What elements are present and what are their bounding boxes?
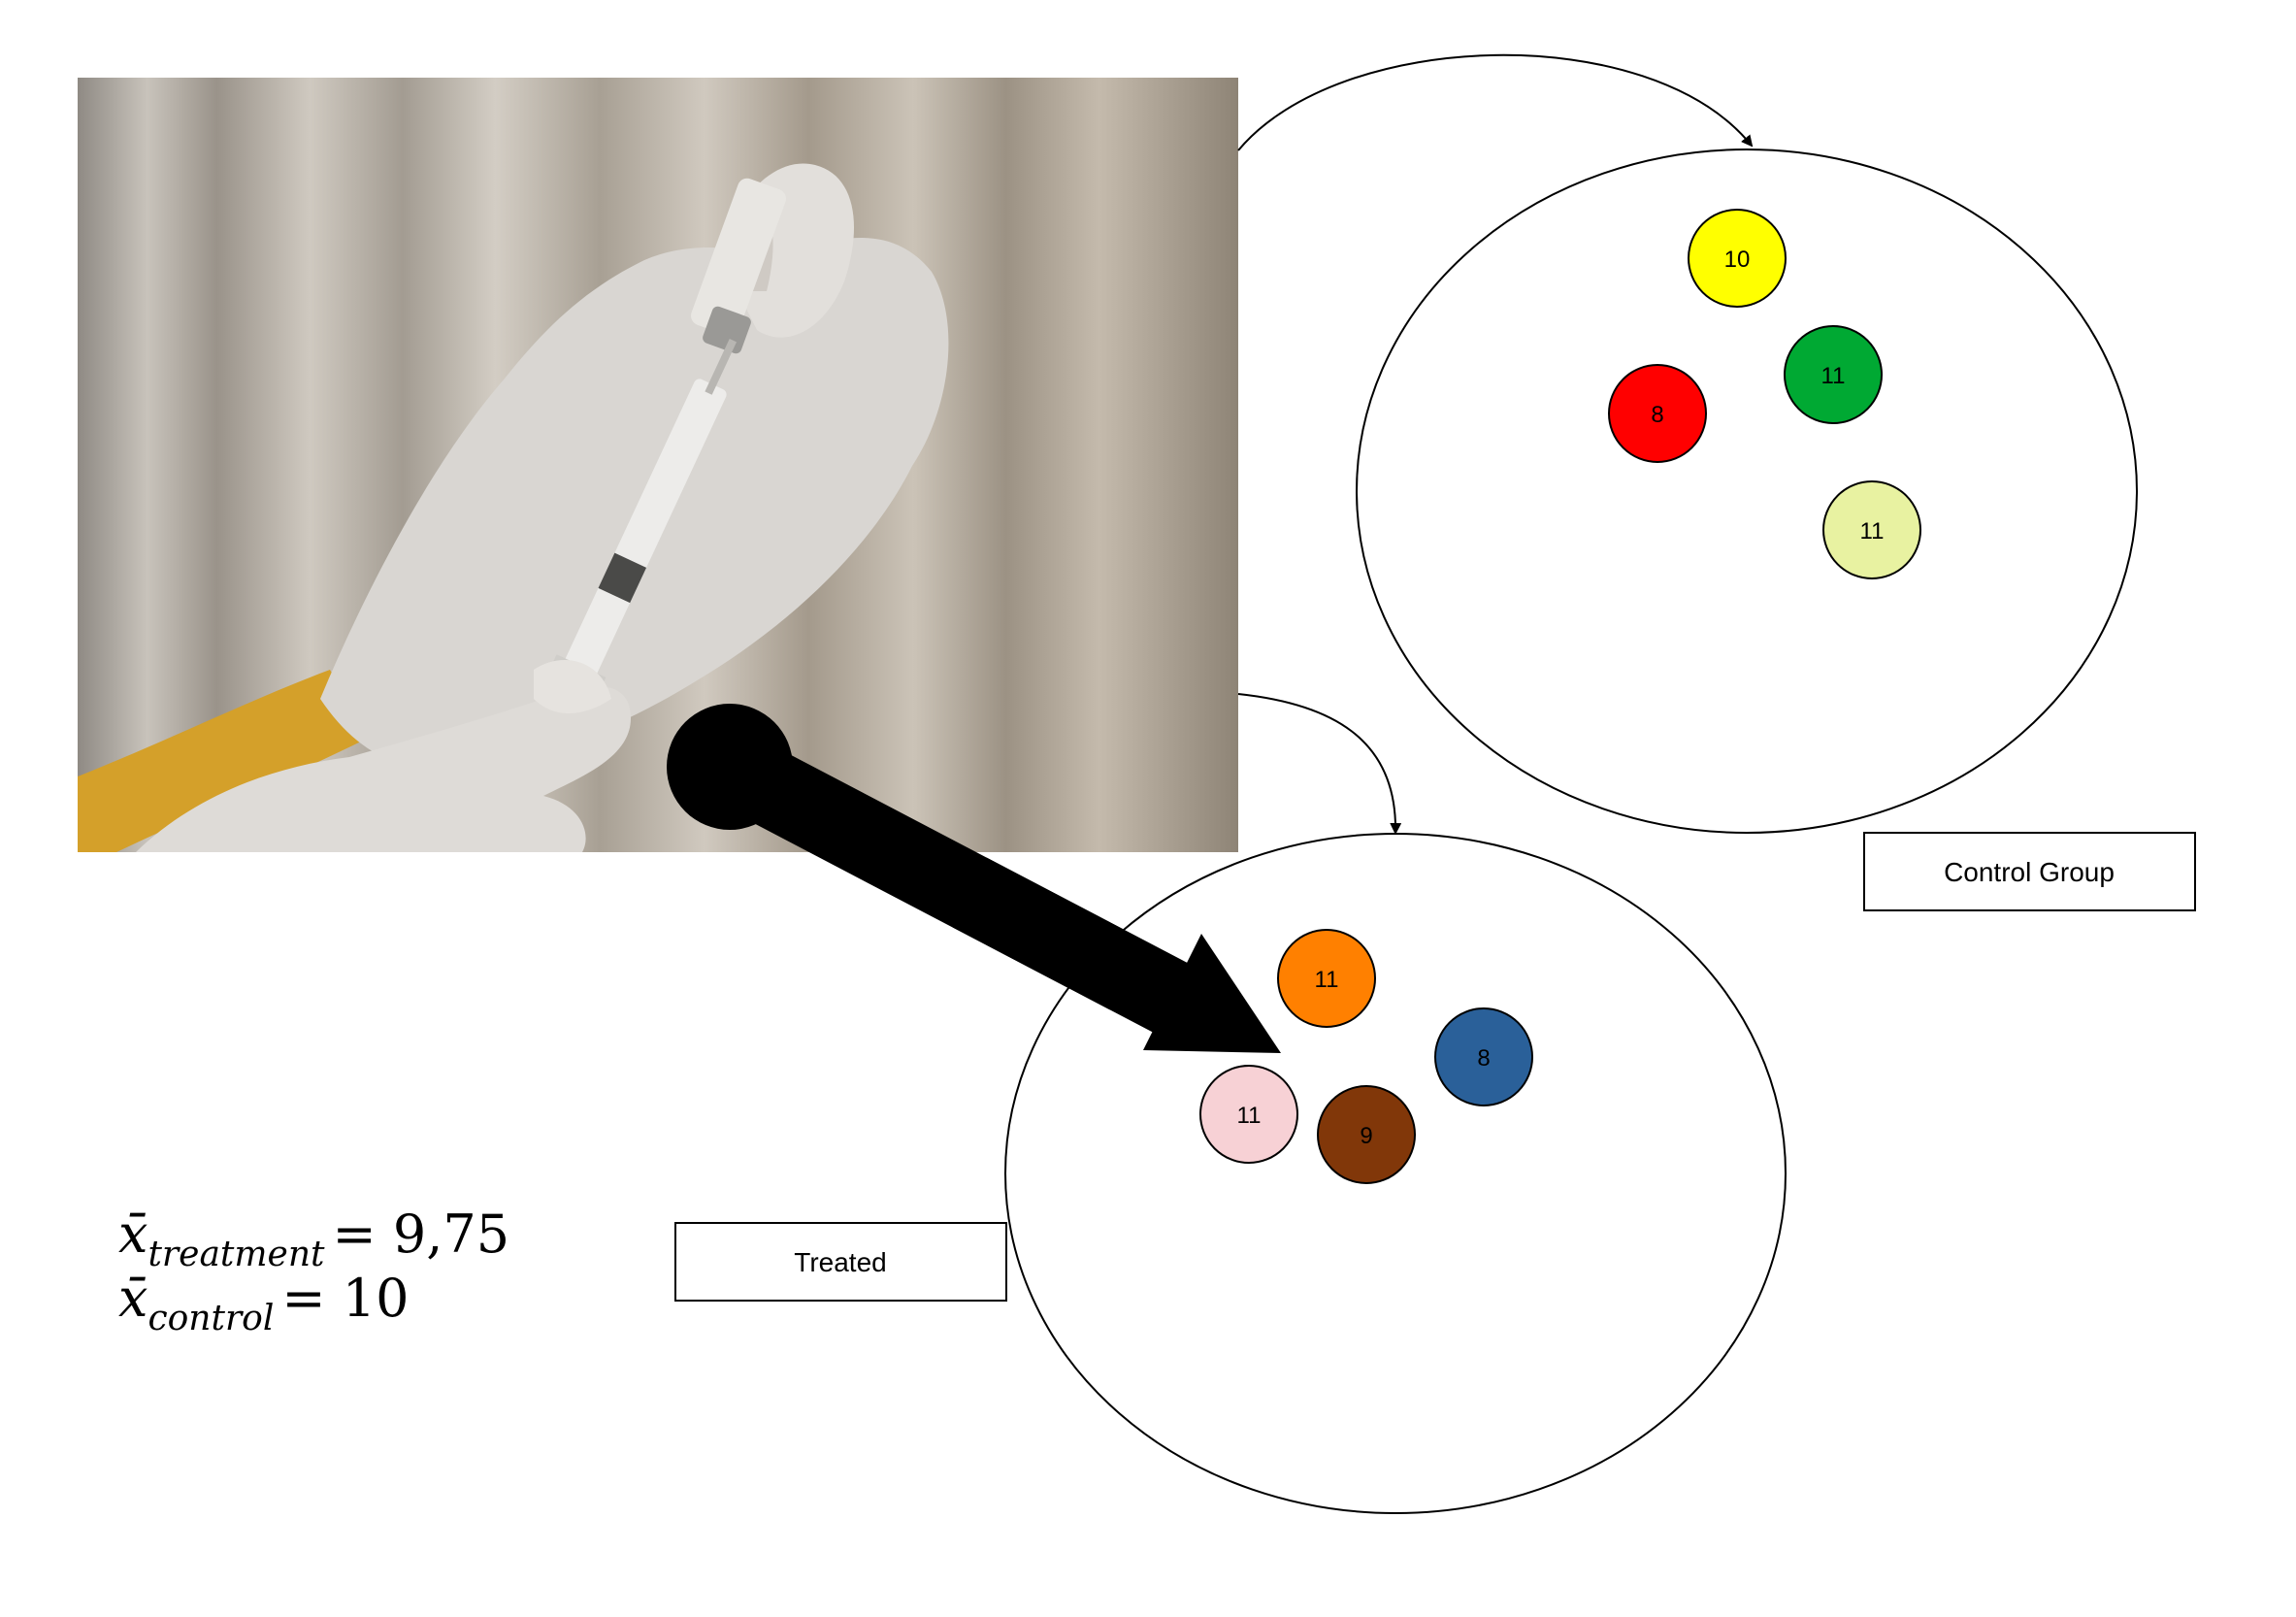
treated-circle-value-3: 11 (1237, 1103, 1262, 1129)
treated-circle-2 (1434, 1007, 1533, 1106)
treated-circle-3 (1199, 1065, 1298, 1164)
treatment-value: = 9,75 (332, 1204, 509, 1265)
treated-circles: 11 8 11 9 (1199, 929, 1533, 1184)
big-arrow-overlay (952, 858, 1281, 1053)
control-circle-2 (1784, 325, 1883, 424)
control-subscript: control (148, 1299, 274, 1338)
control-circle-value-4: 11 (1860, 518, 1885, 544)
control-circles: 10 11 8 11 (1608, 209, 1921, 579)
svg-text:x̄treatment= 9,75: x̄treatment = 9,75 (118, 1204, 509, 1274)
svg-text:x̄control= 10: x̄control = 10 (118, 1268, 409, 1338)
control-group-label: Control Group (1944, 857, 2115, 887)
treated-circle-value-1: 11 (1315, 967, 1339, 993)
control-group-ellipse (1356, 148, 2138, 834)
control-circle-1 (1688, 209, 1787, 308)
connector-to-treated (1237, 693, 1402, 835)
treated-circle-1 (1277, 929, 1376, 1028)
control-group-label-box: Control Group (1863, 832, 2196, 911)
treated-label-box: Treated (674, 1222, 1007, 1302)
control-circle-value-2: 11 (1821, 363, 1846, 389)
control-circle-3 (1608, 364, 1707, 463)
treated-label: Treated (794, 1247, 886, 1277)
mean-formula: x̄treatment = 9,75 x̄control = 10 (118, 1204, 509, 1338)
control-circle-4 (1822, 480, 1921, 579)
treated-circle-4 (1317, 1085, 1416, 1184)
treatment-mean-symbol: x̄ (118, 1204, 148, 1265)
treated-circle-value-2: 8 (1477, 1045, 1490, 1072)
treatment-subscript: treatment (148, 1235, 325, 1274)
control-circle-value-3: 8 (1651, 402, 1663, 428)
control-value: = 10 (281, 1268, 409, 1329)
syringe-vaccine-photo-icon (78, 78, 1238, 852)
treated-circle-value-4: 9 (1360, 1123, 1372, 1149)
connector-to-control (1237, 53, 1754, 151)
control-circle-value-1: 10 (1724, 247, 1751, 273)
control-mean-symbol: x̄ (118, 1268, 148, 1329)
